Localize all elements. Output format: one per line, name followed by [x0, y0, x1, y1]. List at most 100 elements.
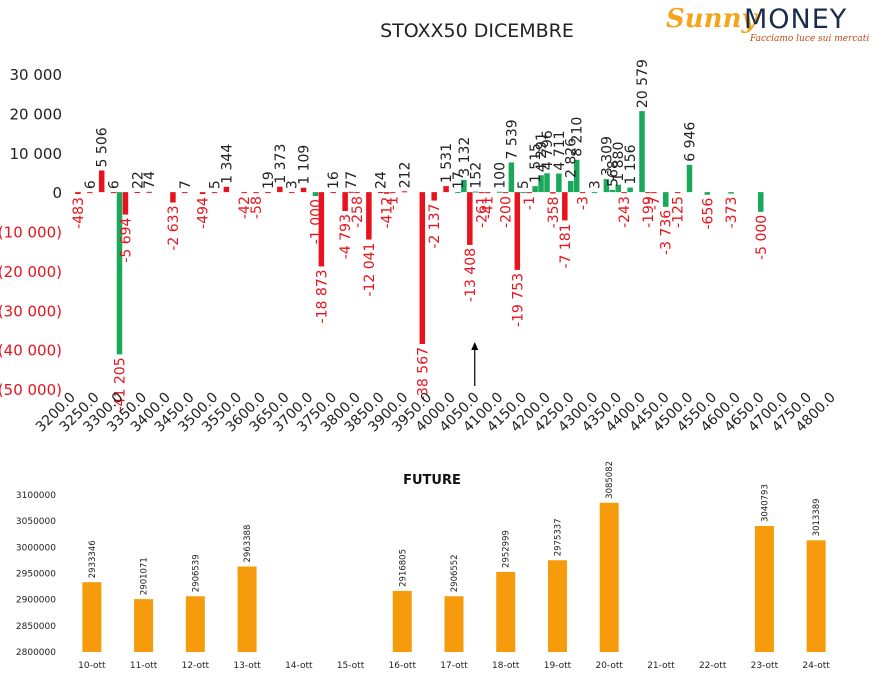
data-label: -2 137: [427, 204, 443, 249]
bar: [330, 192, 336, 194]
bottom-chart-title: FUTURE: [403, 473, 461, 488]
data-label: 22: [130, 171, 146, 189]
y-tick-label: 0: [52, 184, 62, 202]
bar: [544, 173, 550, 193]
bar: [520, 192, 526, 194]
data-label: 6: [83, 180, 99, 189]
bar: [484, 192, 491, 194]
logo-tagline: Facciamo luce sui mercati: [750, 34, 870, 44]
data-label: 152: [469, 162, 485, 189]
bar: [75, 192, 81, 195]
bar: [478, 192, 485, 194]
bar: [342, 192, 348, 211]
data-label: -200: [498, 196, 514, 228]
bar: [277, 186, 283, 193]
y-tick-label: (30 000): [0, 302, 62, 320]
bar: [419, 192, 426, 344]
bar: [211, 192, 218, 194]
bar: [532, 186, 538, 193]
bar: [134, 599, 154, 652]
data-label: 1 880: [611, 142, 627, 182]
bar: [134, 192, 141, 194]
data-label: 2975337: [553, 518, 563, 556]
y-tick-label: 2900000: [16, 596, 56, 606]
data-label: -358: [546, 197, 562, 229]
data-label: -58: [249, 196, 265, 219]
data-label: 1 515: [528, 143, 544, 183]
data-label: 2906539: [191, 554, 201, 592]
x-tick-label: 20-ott: [595, 661, 623, 671]
data-label: -373: [724, 197, 740, 229]
bar: [146, 191, 152, 193]
bar: [82, 582, 102, 652]
bar: [185, 596, 205, 652]
data-label: -483: [71, 197, 87, 229]
data-label: -199: [641, 196, 657, 228]
bar: [562, 192, 568, 221]
bar: [508, 162, 515, 193]
data-label: 5: [208, 180, 224, 189]
data-label: -1: [522, 196, 538, 210]
x-tick-label: 22-ott: [699, 661, 727, 671]
data-label: -7: [647, 196, 663, 210]
data-label: 2963388: [243, 525, 253, 563]
data-label: -38 567: [415, 347, 431, 401]
y-tick-label: (20 000): [0, 263, 62, 281]
data-label: 212: [398, 162, 414, 189]
bar: [455, 192, 461, 194]
data-label: -494: [196, 197, 212, 229]
y-tick-label: (50 000): [0, 381, 62, 399]
data-label: 6 946: [683, 122, 699, 162]
bar: [627, 187, 633, 193]
bar: [514, 192, 521, 270]
bar: [87, 192, 93, 194]
data-label: 3: [285, 180, 301, 189]
data-label: 19: [261, 171, 277, 189]
data-label: -412: [380, 197, 396, 229]
bar: [591, 192, 598, 194]
y-tick-label: 2800000: [16, 648, 56, 658]
data-label: -3 736: [659, 210, 675, 255]
x-tick-label: 15-ott: [337, 661, 365, 671]
data-label: 2901071: [140, 557, 150, 595]
bar: [366, 192, 372, 240]
bottom-chart-y-axis: 3100000 3050000 3000000 2950000 2900000 28500…: [16, 491, 56, 658]
data-label: 568: [605, 160, 621, 187]
data-label: -125: [671, 196, 687, 228]
data-label: 1 156: [623, 144, 639, 184]
bar: [806, 540, 826, 652]
sunny-money-logo: Sunny MONEY Facciamo luce sui mercati: [666, 4, 870, 52]
data-label: 4 796: [540, 130, 556, 170]
data-label: 3 132: [457, 137, 473, 177]
bar: [728, 192, 734, 194]
data-label: 3040793: [760, 484, 770, 522]
bar: [318, 192, 325, 267]
bar: [122, 192, 129, 215]
data-label: 77: [344, 171, 360, 189]
annotation-arrow: [471, 342, 479, 386]
data-label: 2952999: [502, 530, 512, 568]
bar: [241, 192, 247, 194]
bar: [579, 192, 586, 194]
data-label: -41: [481, 196, 497, 219]
x-tick-label: 11-ott: [130, 661, 158, 671]
data-label: -5 694: [118, 217, 134, 262]
logo-brand-sunny: Sunny: [666, 4, 757, 34]
bar: [354, 192, 360, 194]
bar: [288, 192, 295, 194]
x-tick-label: 13-ott: [233, 661, 261, 671]
top-chart-title: STOXX50 DICEMBRE: [380, 20, 574, 42]
bar: [300, 187, 307, 193]
bar: [754, 525, 774, 652]
data-label: 1 531: [439, 143, 455, 183]
data-label: 4 291: [534, 132, 550, 172]
data-label: -12 041: [362, 243, 378, 297]
data-label: 3: [588, 180, 604, 189]
bar: [686, 164, 693, 193]
data-label: 20 579: [635, 59, 651, 108]
bar: [758, 192, 764, 212]
data-label: 17: [451, 171, 467, 189]
y-tick-label: 2950000: [16, 570, 56, 580]
data-label: -19 753: [510, 273, 526, 327]
